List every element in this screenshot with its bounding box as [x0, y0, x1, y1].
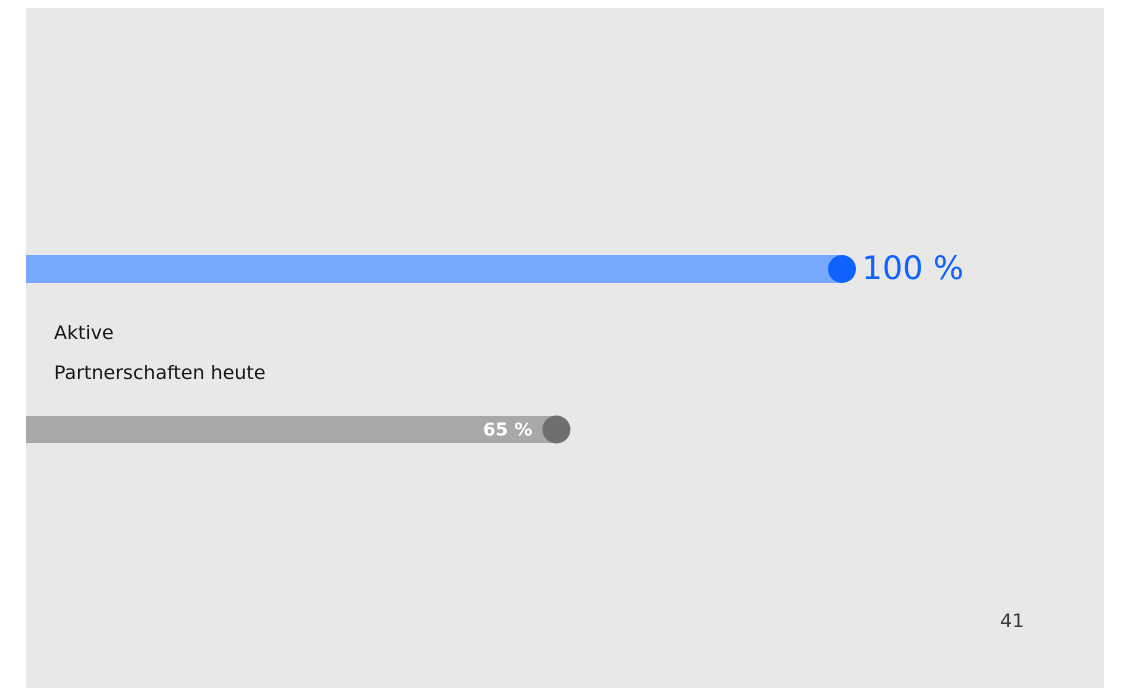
value-label: 65 %	[483, 420, 532, 441]
category-label: Aktive Partnerschaften heute	[54, 322, 266, 384]
page-number: 41	[1000, 610, 1025, 632]
bar-end-dot	[542, 415, 571, 444]
bar	[26, 416, 557, 443]
slide-background	[26, 8, 1104, 688]
bar	[26, 255, 842, 283]
value-label: 100 %	[862, 249, 964, 287]
bar-end-dot	[828, 255, 856, 283]
